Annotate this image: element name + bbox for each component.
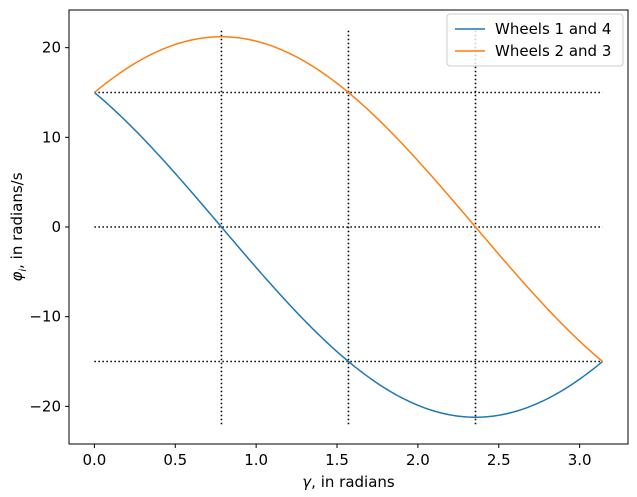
- y-tick-label: 0: [51, 218, 61, 236]
- legend-label-2: Wheels 2 and 3: [495, 42, 611, 60]
- y-axis-label: φi, in radians/s: [8, 172, 29, 281]
- x-axis-label-text: , in radians: [311, 473, 395, 491]
- x-tick-label: 0.5: [163, 451, 187, 469]
- series-lines: [93, 36, 604, 418]
- x-axis: 0.0 0.5 1.0 1.5 2.0 2.5 3.0: [82, 444, 592, 469]
- x-tick-label: 2.0: [406, 451, 430, 469]
- x-tick-label: 0.0: [82, 451, 106, 469]
- x-tick-label: 1.5: [325, 451, 349, 469]
- legend-box: [446, 13, 624, 67]
- series-line-1: [93, 91, 604, 418]
- x-tick-label: 1.0: [244, 451, 268, 469]
- y-axis-label-symbol: φ: [8, 272, 26, 282]
- x-axis-label: γ, in radians: [302, 473, 395, 491]
- y-tick-label: −20: [29, 397, 61, 415]
- series-line-2: [93, 36, 604, 363]
- x-tick-label: 2.5: [487, 451, 511, 469]
- y-axis-label-subscript: i: [18, 269, 29, 272]
- y-axis: −20 −10 0 10 20: [29, 39, 69, 415]
- y-axis-label-text: , in radians/s: [8, 172, 26, 269]
- x-tick-label: 3.0: [568, 451, 592, 469]
- y-tick-label: 20: [42, 39, 61, 57]
- legend: Wheels 1 and 4 Wheels 2 and 3: [446, 13, 624, 67]
- y-tick-label: 10: [42, 128, 61, 146]
- legend-label-1: Wheels 1 and 4: [495, 20, 611, 38]
- x-axis-label-symbol: γ: [302, 473, 312, 491]
- y-tick-label: −10: [29, 308, 61, 326]
